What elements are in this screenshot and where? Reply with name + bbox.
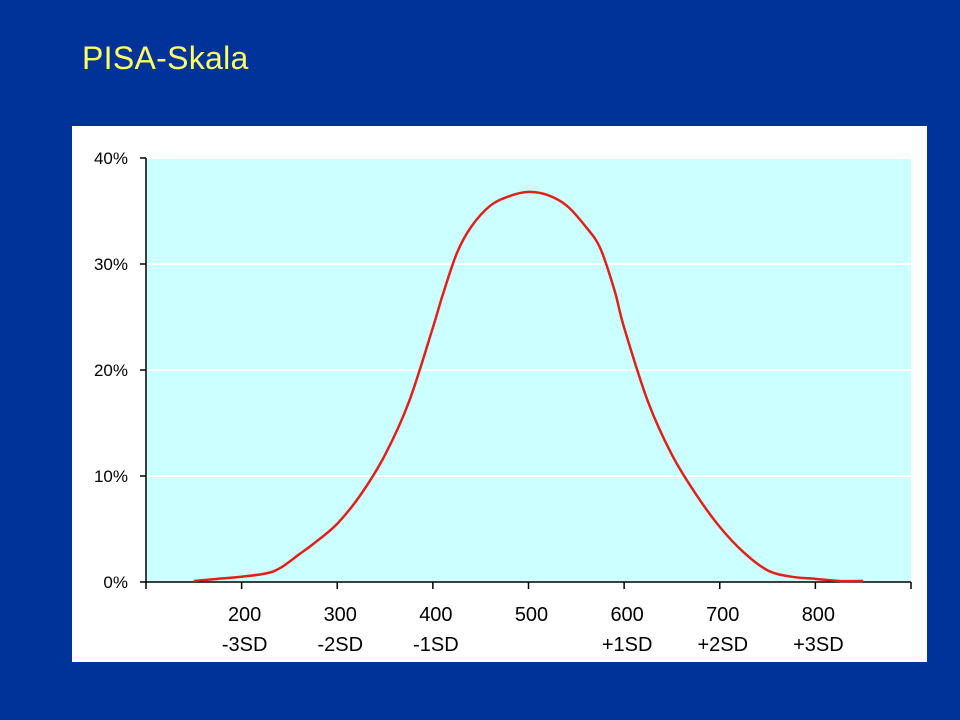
sd-label: +1SD bbox=[602, 634, 653, 656]
x-tick-label: 800 bbox=[802, 604, 835, 626]
sd-label: -1SD bbox=[413, 634, 459, 656]
sd-label: +3SD bbox=[793, 634, 844, 656]
y-tick-label: 0% bbox=[103, 573, 128, 592]
gridlines bbox=[146, 157, 911, 477]
x-tick-label: 600 bbox=[610, 604, 643, 626]
distribution-curve bbox=[193, 190, 864, 583]
pisa-distribution-chart: 0% 10% 20% 30% 40% 200 300 400 500 600 700 800 -3S… bbox=[94, 149, 912, 656]
x-tick-label: 300 bbox=[324, 604, 357, 626]
slide-title: PISA-Skala bbox=[82, 40, 249, 76]
chart-panel: 0% 10% 20% 30% 40% 200 300 400 500 600 700 800 -3S… bbox=[72, 126, 927, 662]
sd-labels: -3SD -2SD -1SD +1SD +2SD +3SD bbox=[222, 634, 844, 656]
y-tick-label: 10% bbox=[94, 467, 128, 486]
y-tick-label: 30% bbox=[94, 255, 128, 274]
x-tick-label: 500 bbox=[515, 604, 548, 626]
x-tick-label: 400 bbox=[419, 604, 452, 626]
x-tick-label: 200 bbox=[228, 604, 261, 626]
y-axis-ticks: 0% 10% 20% 30% 40% bbox=[94, 149, 146, 592]
y-tick-label: 20% bbox=[94, 361, 128, 380]
x-axis-ticks: 200 300 400 500 600 700 800 bbox=[145, 582, 912, 626]
x-tick-label: 700 bbox=[706, 604, 739, 626]
sd-label: -2SD bbox=[317, 634, 363, 656]
sd-label: -3SD bbox=[222, 634, 268, 656]
y-tick-label: 40% bbox=[94, 149, 128, 168]
sd-label: +2SD bbox=[697, 634, 748, 656]
